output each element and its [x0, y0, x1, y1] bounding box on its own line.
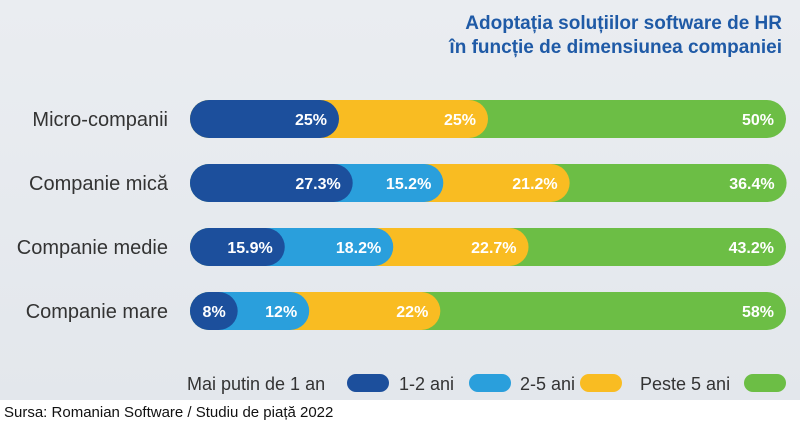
data-label-micro-companii-mai-putin-de-1-an: 25% — [295, 112, 327, 129]
data-label-companie-mic-peste-5-ani: 36.4% — [729, 176, 774, 193]
category-label-companie-medie: Companie medie — [17, 237, 168, 259]
data-label-micro-companii-2-5-ani: 25% — [444, 112, 476, 129]
data-label-companie-mare-peste-5-ani: 58% — [742, 304, 774, 321]
bar-segment-companie-medie-mai-putin-de-1-an — [190, 228, 285, 266]
legend-label-2-5-ani: 2-5 ani — [520, 374, 575, 394]
legend-swatch-2-5-ani — [580, 374, 622, 392]
data-label-companie-mare-2-5-ani: 22% — [396, 304, 428, 321]
data-label-companie-medie-mai-putin-de-1-an: 15.9% — [227, 240, 272, 257]
data-label-companie-mic-1-2-ani: 15.2% — [386, 176, 431, 193]
source-note: Sursa: Romanian Software / Studiu de pia… — [4, 404, 334, 421]
legend-swatch-peste-5-ani — [744, 374, 786, 392]
data-label-companie-mic-mai-putin-de-1-an: 27.3% — [295, 176, 340, 193]
bar-segment-companie-mic-mai-putin-de-1-an — [190, 164, 353, 202]
legend-label-mai-putin-de-1-an: Mai putin de 1 an — [187, 374, 325, 394]
data-label-companie-mare-1-2-ani: 12% — [265, 304, 297, 321]
category-label-micro-companii: Micro-companii — [32, 109, 168, 131]
legend-label-1-2-ani: 1-2 ani — [399, 374, 454, 394]
data-label-companie-mare-mai-putin-de-1-an: 8% — [203, 304, 226, 321]
legend-swatch-1-2-ani — [469, 374, 511, 392]
data-label-companie-medie-peste-5-ani: 43.2% — [729, 240, 774, 257]
stacked-bar-chart: Micro-companii 25% 25% 50% Companie mică 27.3… — [17, 100, 787, 394]
data-label-companie-medie-2-5-ani: 22.7% — [471, 240, 516, 257]
category-label-companie-mare: Companie mare — [26, 301, 168, 323]
chart-title: Adoptația soluțiilor software de HR în f… — [262, 12, 782, 60]
data-label-micro-companii-peste-5-ani: 50% — [742, 112, 774, 129]
category-label-companie-mic: Companie mică — [29, 173, 169, 195]
data-label-companie-mic-2-5-ani: 21.2% — [512, 176, 557, 193]
legend-label-peste-5-ani: Peste 5 ani — [640, 374, 730, 394]
chart-title-line-1: Adoptația soluțiilor software de HR — [465, 13, 782, 34]
data-label-companie-medie-1-2-ani: 18.2% — [336, 240, 381, 257]
bar-segment-companie-mare-mai-putin-de-1-an — [190, 292, 238, 330]
chart-title-line-2: în funcție de dimensiunea companiei — [449, 37, 782, 58]
bar-segment-micro-companii-mai-putin-de-1-an — [190, 100, 339, 138]
legend-swatch-mai-putin-de-1-an — [347, 374, 389, 392]
